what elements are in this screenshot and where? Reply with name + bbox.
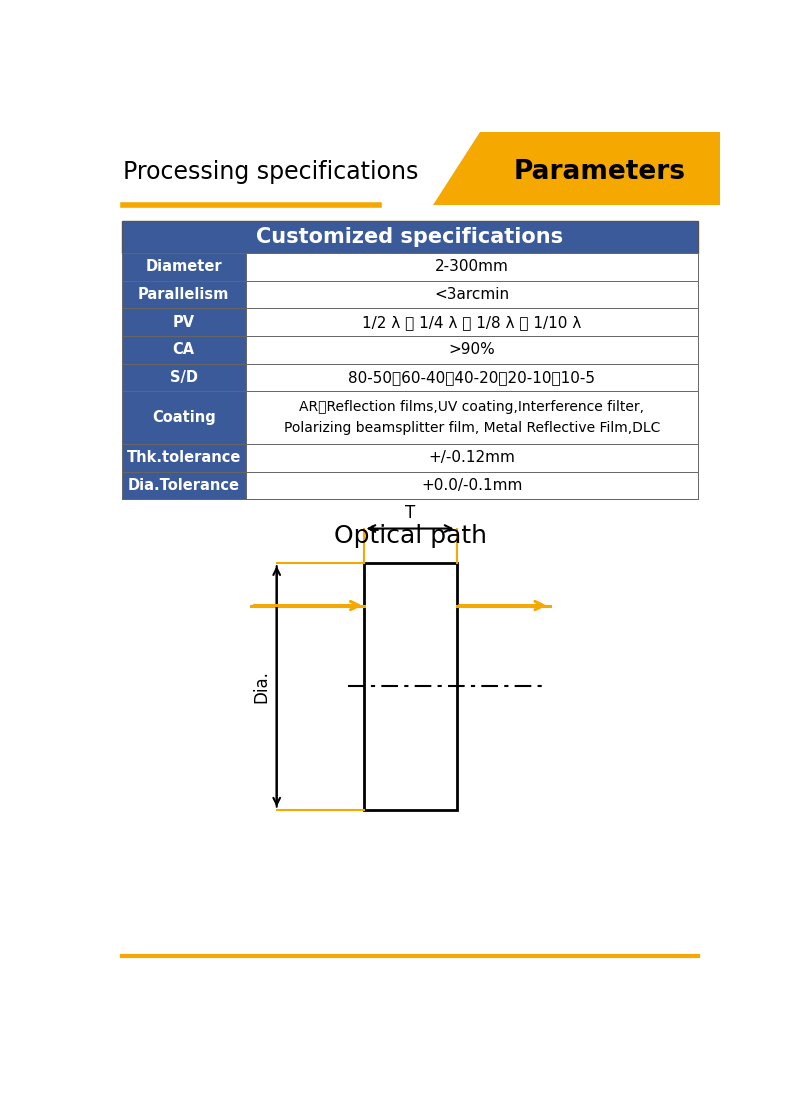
Bar <box>122 253 246 280</box>
Text: Customized specifications: Customized specifications <box>257 227 563 246</box>
Text: AR、Reflection films,UV coating,Interference filter,: AR、Reflection films,UV coating,Interfere… <box>299 400 645 415</box>
Bar <box>246 280 698 308</box>
Bar <box>246 308 698 337</box>
Text: CA: CA <box>173 342 194 358</box>
Bar <box>122 220 698 253</box>
Bar <box>122 443 246 472</box>
Polygon shape <box>434 132 720 205</box>
Text: 80-50、60-40、40-20、20-10、10-5: 80-50、60-40、40-20、20-10、10-5 <box>349 370 595 385</box>
Bar <box>246 337 698 364</box>
Bar <box>246 443 698 472</box>
Bar <box>246 364 698 392</box>
Bar <box>363 563 457 810</box>
Text: Parallelism: Parallelism <box>138 287 230 303</box>
Text: Parameters: Parameters <box>514 160 686 185</box>
Bar <box>122 337 246 364</box>
Bar <box>246 392 698 443</box>
Text: +/-0.12mm: +/-0.12mm <box>429 450 515 465</box>
Text: Coating: Coating <box>152 410 215 426</box>
Text: S/D: S/D <box>170 370 198 385</box>
Bar <box>122 392 246 443</box>
Text: Processing specifications: Processing specifications <box>123 160 418 184</box>
Bar <box>122 364 246 392</box>
Text: T: T <box>405 505 415 522</box>
Text: Diameter: Diameter <box>146 260 222 274</box>
Bar <box>122 472 246 499</box>
Bar <box>246 253 698 280</box>
Bar <box>122 308 246 337</box>
Text: Optical path: Optical path <box>334 525 486 548</box>
Text: +0.0/-0.1mm: +0.0/-0.1mm <box>422 477 522 493</box>
Text: Dia.: Dia. <box>252 670 270 703</box>
Bar <box>246 472 698 499</box>
Text: <3arcmin: <3arcmin <box>434 287 510 303</box>
Text: >90%: >90% <box>449 342 495 358</box>
Text: Thk.tolerance: Thk.tolerance <box>126 450 241 465</box>
Text: Polarizing beamsplitter film, Metal Reflective Film,DLC: Polarizing beamsplitter film, Metal Refl… <box>284 421 660 436</box>
Text: Dia.Tolerance: Dia.Tolerance <box>128 477 240 493</box>
Text: PV: PV <box>173 315 194 330</box>
Text: 2-300mm: 2-300mm <box>435 260 509 274</box>
Text: 1/2 λ 、 1/4 λ 、 1/8 λ 、 1/10 λ: 1/2 λ 、 1/4 λ 、 1/8 λ 、 1/10 λ <box>362 315 582 330</box>
Bar <box>122 280 246 308</box>
